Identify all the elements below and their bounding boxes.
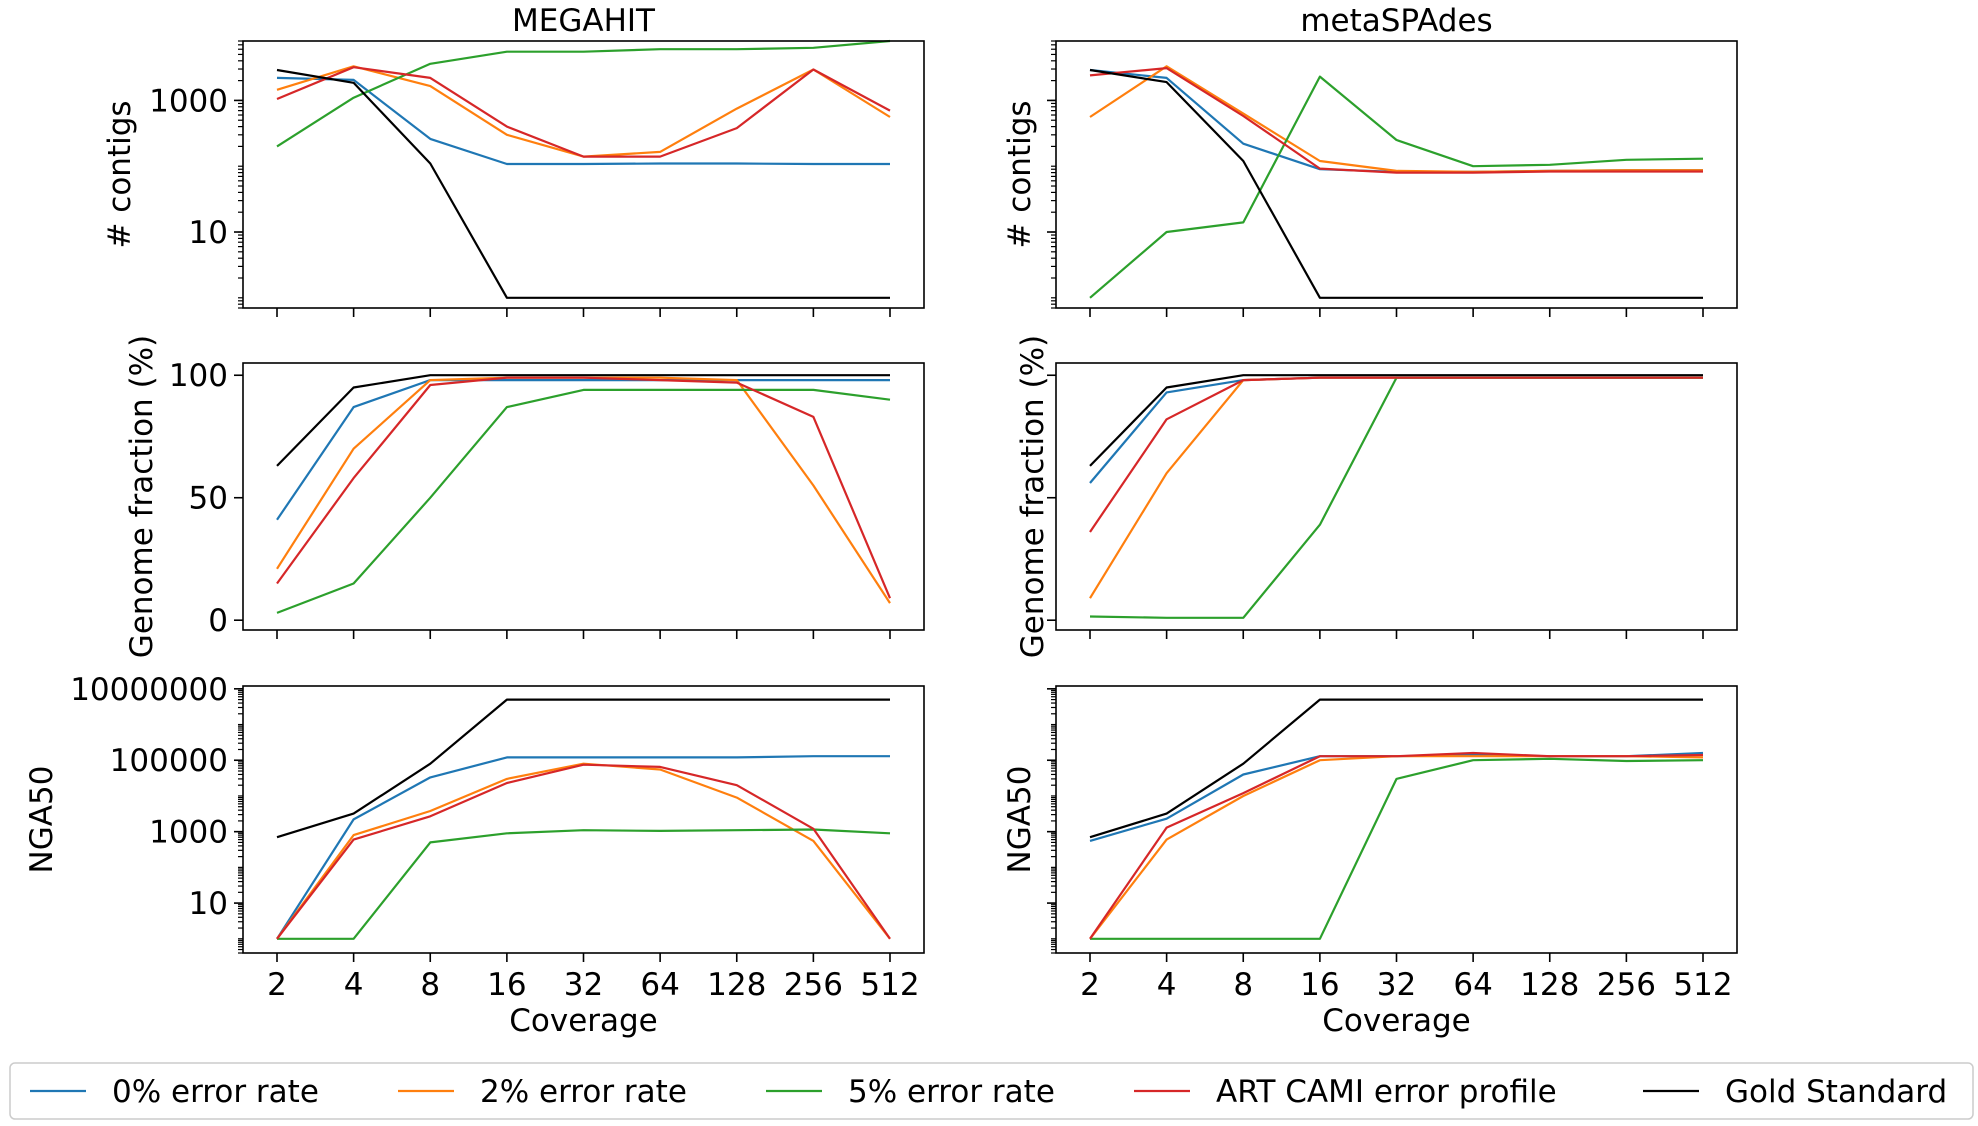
series-line-2	[276, 388, 891, 614]
legend-item: 2% error rate	[398, 1074, 687, 1110]
x-axis-label: Coverage	[1322, 1003, 1471, 1039]
x-tick-label: 64	[640, 967, 679, 1003]
y-tick-label: 1000	[149, 815, 228, 851]
series-line-0	[1089, 751, 1704, 842]
x-tick-label: 128	[707, 967, 766, 1003]
x-tick-label: 32	[564, 967, 603, 1003]
series-line-4	[276, 374, 890, 467]
series-line-4	[276, 68, 890, 299]
legend-label: ART CAMI error profile	[1216, 1074, 1557, 1110]
series-line-2	[276, 39, 891, 148]
y-axis-label: Genome fraction (%)	[124, 335, 160, 658]
x-tick-label: 512	[860, 967, 919, 1003]
series-line-1	[276, 376, 891, 604]
plot-frame	[1055, 40, 1738, 309]
x-axis-label: Coverage	[509, 1003, 658, 1039]
x-tick-label: 64	[1453, 967, 1492, 1003]
series-line-4	[276, 698, 890, 839]
y-tick-label: 50	[189, 481, 228, 517]
y-axis-label: # contigs	[102, 100, 138, 248]
series-line-3	[1089, 751, 1704, 940]
panel-bottom-left: NGA50 10 1000 100000 10000000 2 4 8 16 32 64 128 256…	[24, 672, 925, 1039]
y-tick-label: 100000	[110, 743, 228, 779]
y-axis-label: NGA50	[24, 766, 60, 874]
series-line-3	[1089, 66, 1703, 174]
panel-middle-right: Genome fraction (%)	[1015, 335, 1738, 658]
x-tick-label: 2	[267, 967, 287, 1003]
series-line-0	[1089, 68, 1703, 173]
series-line-3	[276, 763, 891, 940]
plot-frame	[242, 362, 925, 631]
legend-item: 5% error rate	[766, 1074, 1055, 1110]
legend-frame	[9, 1062, 1974, 1120]
y-tick-label: 10000000	[70, 672, 228, 708]
series-line-3	[276, 376, 892, 599]
legend-item: 0% error rate	[30, 1074, 319, 1110]
panel-top-left: MEGAHIT # contigs 10 1000	[102, 3, 925, 317]
legend-items: 0% error rate 2% error rate 5% error rate A…	[30, 1074, 1947, 1110]
legend: 0% error rate 2% error rate 5% error rate A…	[9, 1062, 1974, 1120]
series-line-2	[1089, 75, 1704, 299]
y-axis-label: # contigs	[1002, 100, 1038, 248]
series-line-2	[1090, 757, 1704, 940]
x-tick-label: 2	[1080, 967, 1100, 1003]
series-line-0	[276, 755, 890, 940]
x-tick-label: 16	[1300, 967, 1339, 1003]
x-tick-label: 4	[344, 967, 364, 1003]
y-tick-label: 10	[189, 215, 228, 251]
plot-frame	[242, 40, 925, 309]
legend-item: Gold Standard	[1643, 1074, 1947, 1110]
legend-item: ART CAMI error profile	[1134, 1074, 1557, 1110]
y-axis-label: NGA50	[1002, 766, 1038, 874]
legend-label: 2% error rate	[480, 1074, 687, 1110]
panel-top-right: metaSPAdes # contigs	[1002, 3, 1738, 317]
y-tick-label: 0	[208, 603, 228, 639]
x-tick-label: 128	[1520, 967, 1579, 1003]
x-tick-label: 8	[1233, 967, 1253, 1003]
series-line-2	[277, 828, 891, 940]
series-line-1	[276, 762, 891, 940]
x-tick-label: 32	[1377, 967, 1416, 1003]
series-line-4	[1089, 68, 1703, 299]
x-tick-label: 16	[487, 967, 526, 1003]
panel-middle-left: Genome fraction (%) 0 50 100	[124, 335, 925, 658]
panel-title: MEGAHIT	[512, 3, 656, 39]
series-line-4	[1089, 374, 1703, 467]
series-line-0	[276, 76, 890, 166]
series-line-0	[1089, 376, 1703, 484]
x-tick-label: 4	[1157, 967, 1177, 1003]
x-tick-label: 512	[1673, 967, 1732, 1003]
x-tick-label: 256	[784, 967, 843, 1003]
series-line-4	[1089, 698, 1703, 839]
plot-frame	[1055, 685, 1738, 954]
panel-bottom-right: NGA50 2 4 8 16 32 64 128 256 512 Coverage	[1002, 685, 1738, 1039]
y-tick-label: 10	[189, 886, 228, 922]
plot-frame	[1055, 362, 1738, 631]
series-line-1	[276, 65, 891, 158]
x-tick-label: 8	[420, 967, 440, 1003]
series-line-3	[276, 66, 891, 158]
legend-label: 5% error rate	[848, 1074, 1055, 1110]
legend-label: Gold Standard	[1725, 1074, 1947, 1110]
series-line-1	[1089, 755, 1704, 940]
y-tick-label: 1000	[149, 83, 228, 119]
series-line-3	[1089, 376, 1703, 533]
panel-title: metaSPAdes	[1300, 3, 1492, 39]
series-line-1	[1089, 65, 1703, 173]
y-tick-label: 100	[169, 358, 228, 394]
x-tick-label: 256	[1597, 967, 1656, 1003]
legend-label: 0% error rate	[112, 1074, 319, 1110]
y-axis-label: Genome fraction (%)	[1015, 335, 1051, 658]
plot-frame	[242, 685, 925, 954]
series-line-0	[276, 379, 890, 521]
series-line-2	[1089, 376, 1703, 619]
